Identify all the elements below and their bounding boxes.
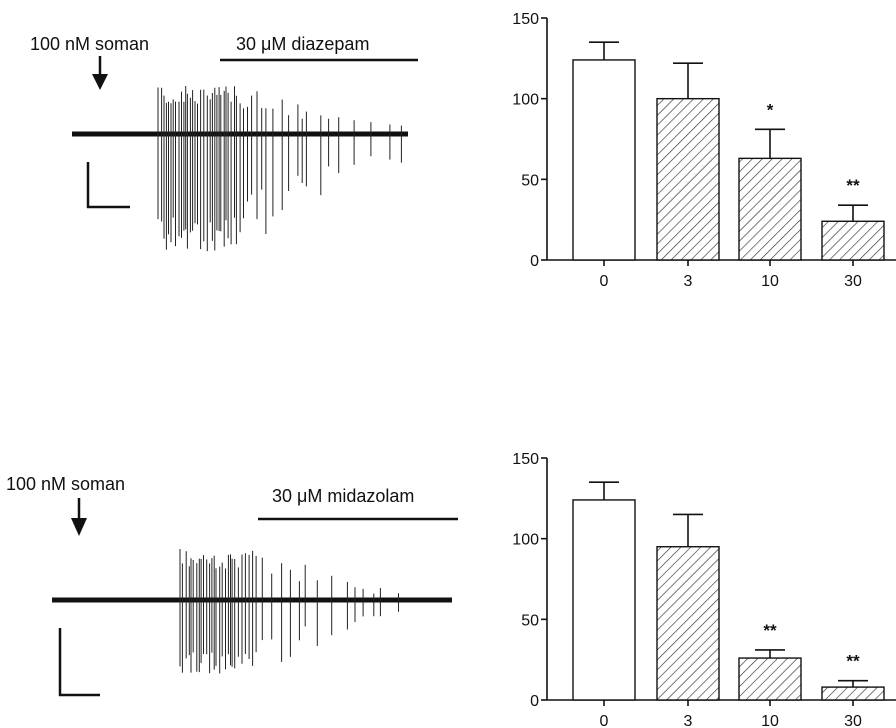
bar-0 (572, 499, 636, 701)
bar-0 (572, 59, 636, 261)
significance-marker: * (767, 100, 774, 119)
x-tick-label: 0 (600, 273, 609, 290)
arrow-down-icon (71, 498, 87, 536)
trace-panel-2: 100 nM soman 30 μM midazolam (6, 474, 458, 697)
bar-10 (738, 157, 802, 261)
trace-spikes-1 (157, 86, 402, 252)
bar-chart-midazolam: 0 50 100 150 0 3 10 ** 30 ** (512, 451, 896, 728)
trace-panel-1: 100 nM soman 30 μM diazepam (30, 34, 418, 252)
x-tick-label: 10 (761, 273, 779, 290)
bar-3 (656, 546, 720, 701)
y-tick-label: 0 (530, 253, 539, 270)
x-tick-label: 10 (761, 713, 779, 728)
y-tick-label: 50 (521, 172, 539, 189)
y-tick-label: 100 (512, 532, 539, 549)
x-tick-label: 30 (844, 273, 862, 290)
scale-bar-2 (58, 628, 100, 697)
significance-marker: ** (846, 176, 860, 195)
y-tick-label: 150 (512, 451, 539, 468)
trace-spikes-2 (179, 549, 399, 674)
x-tick-label: 3 (684, 713, 693, 728)
bar-30 (821, 220, 885, 261)
x-tick-label: 3 (684, 273, 693, 290)
treatment-label-1: 30 μM diazepam (236, 34, 369, 54)
y-tick-label: 150 (512, 11, 539, 28)
arrow-down-icon (92, 56, 108, 90)
significance-marker: ** (763, 621, 777, 640)
soman-label-2: 100 nM soman (6, 474, 125, 494)
x-tick-label: 0 (600, 713, 609, 728)
bar-chart-diazepam: 0 50 100 150 0 3 10 * 30 ** (512, 11, 896, 290)
scale-bar-1 (86, 162, 130, 209)
y-tick-label: 0 (530, 693, 539, 710)
y-tick-label: 50 (521, 612, 539, 629)
bar-30 (821, 686, 885, 701)
soman-label-1: 100 nM soman (30, 34, 149, 54)
treatment-label-2: 30 μM midazolam (272, 486, 414, 506)
y-tick-label: 100 (512, 92, 539, 109)
significance-marker: ** (846, 652, 860, 671)
bar-10 (738, 657, 802, 701)
bar-3 (656, 97, 720, 261)
x-tick-label: 30 (844, 713, 862, 728)
